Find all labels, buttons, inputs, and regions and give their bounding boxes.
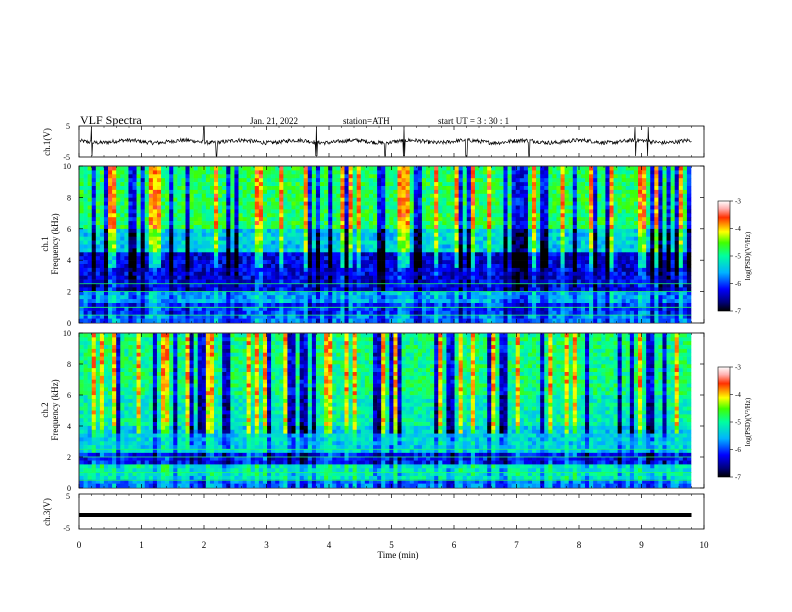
freq-tick-label: 4 — [67, 256, 71, 265]
ch1-ytick-top: 5 — [66, 122, 70, 131]
x-tick-label: 5 — [389, 540, 394, 550]
freq-tick-label: 8 — [67, 360, 71, 369]
ch1-colorbar: -3 -4 -5 -6 -7 log(PSD)(V²/Hz) — [717, 198, 752, 316]
x-tick-label: 0 — [77, 540, 82, 550]
ch1-colorbar-label: log(PSD)(V²/Hz) — [744, 231, 752, 280]
ch3-waveform-panel: 5 -5 ch.3(V) — [42, 492, 705, 533]
freq-tick-label: 2 — [67, 453, 71, 462]
ch3-ytick-bottom: -5 — [63, 524, 70, 533]
freq-tick-label: 10 — [63, 329, 71, 338]
ch3-ytick-top: 5 — [66, 492, 70, 501]
x-tick-label: 2 — [202, 540, 207, 550]
x-tick-label: 10 — [700, 540, 710, 550]
colorbar-tick-label: -7 — [735, 308, 741, 316]
station-label: station=ATH — [343, 116, 390, 126]
ch2-colorbar-label: log(PSD)(V²/Hz) — [744, 397, 752, 446]
colorbar-tick-label: -4 — [735, 391, 741, 399]
colorbar-tick-label: -7 — [735, 474, 741, 482]
x-tick-label: 3 — [264, 540, 269, 550]
freq-tick-label: 4 — [67, 422, 71, 431]
freq-tick-label: 10 — [63, 162, 71, 171]
ch2-spectrogram-image — [79, 333, 692, 488]
colorbar-tick-label: -5 — [735, 253, 741, 261]
ch2-spectrogram-panel: 0 2 4 6 8 10 ch.2 Frequency (kHz) — [40, 329, 705, 493]
ch3-waveform-line — [79, 513, 692, 517]
freq-tick-label: 0 — [67, 319, 71, 328]
start-time-label: start UT = 3 : 30 : 1 — [438, 116, 509, 126]
x-tick-label: 4 — [327, 540, 332, 550]
freq-tick-label: 6 — [67, 391, 71, 400]
ch1-freq-ylabel: Frequency (kHz) — [50, 213, 60, 274]
ch3-ylabel: ch.3(V) — [42, 498, 52, 526]
ch2-channel-label: ch.2 — [40, 402, 50, 417]
colorbar-tick-label: -3 — [735, 198, 741, 206]
x-tick-label: 8 — [577, 540, 582, 550]
ch1-spectrogram-image — [79, 166, 692, 323]
colorbar-tick-label: -6 — [735, 280, 741, 288]
freq-tick-label: 8 — [67, 193, 71, 202]
x-tick-label: 6 — [452, 540, 457, 550]
ch1-spectrogram-panel: 0 2 4 6 8 10 ch.1 Frequency (kHz) — [40, 162, 705, 328]
freq-tick-label: 6 — [67, 225, 71, 234]
ch2-colorbar: -3 -4 -5 -6 -7 log(PSD)(V²/Hz) — [717, 364, 752, 482]
x-axis-label: Time (min) — [378, 550, 419, 560]
x-tick-label: 7 — [514, 540, 519, 550]
colorbar-tick-label: -6 — [735, 446, 741, 454]
figure-title: VLF Spectra — [80, 113, 142, 127]
ch1-ytick-bottom: -5 — [63, 153, 70, 162]
x-tick-label: 9 — [639, 540, 644, 550]
ch1-waveform-line — [79, 126, 692, 157]
freq-tick-label: 2 — [67, 288, 71, 297]
date-label: Jan. 21, 2022 — [250, 116, 298, 126]
ch1-channel-label: ch.1 — [40, 236, 50, 251]
freq-tick-label: 0 — [67, 484, 71, 493]
ch1-ylabel: ch.1(V) — [42, 128, 52, 156]
ch2-freq-ylabel: Frequency (kHz) — [50, 379, 60, 440]
colorbar-tick-label: -4 — [735, 225, 741, 233]
x-tick-label: 1 — [139, 540, 144, 550]
colorbar-tick-label: -3 — [735, 364, 741, 372]
ch1-waveform-panel: 5 -5 ch.1(V) — [42, 122, 705, 162]
colorbar-tick-label: -5 — [735, 419, 741, 427]
